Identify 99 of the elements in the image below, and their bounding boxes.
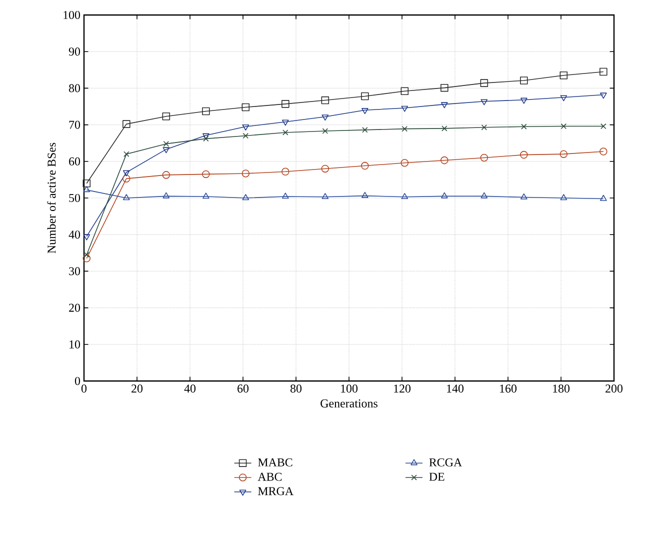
point xyxy=(163,140,170,147)
legend-label: ABC xyxy=(258,472,282,481)
legend-label: MRGA xyxy=(258,487,294,496)
x-tick-label: 100 xyxy=(341,384,358,393)
point xyxy=(322,128,328,134)
legend-label: DE xyxy=(429,472,444,481)
point xyxy=(122,174,130,182)
point xyxy=(440,156,448,164)
point xyxy=(202,107,210,116)
point xyxy=(440,84,448,92)
point xyxy=(242,124,250,131)
x-axis-title: Generations xyxy=(320,399,378,408)
point xyxy=(520,193,528,200)
point xyxy=(242,103,250,112)
point xyxy=(520,150,528,159)
point xyxy=(162,112,170,120)
point xyxy=(242,132,249,139)
point xyxy=(400,158,409,167)
legend-label: RCGA xyxy=(429,458,462,466)
point xyxy=(600,68,608,76)
point xyxy=(162,171,170,179)
point xyxy=(600,92,607,99)
point xyxy=(84,252,90,258)
point xyxy=(480,99,488,106)
point xyxy=(560,72,568,80)
point xyxy=(282,100,290,108)
x-tick-label: 160 xyxy=(500,384,517,393)
point xyxy=(361,92,369,100)
point xyxy=(82,179,91,188)
x-tick-label: 20 xyxy=(132,384,143,393)
point xyxy=(362,127,368,133)
point xyxy=(442,126,448,132)
point xyxy=(361,192,368,198)
point xyxy=(560,95,568,102)
point xyxy=(600,194,607,201)
point xyxy=(282,192,289,199)
point xyxy=(600,123,606,130)
x-tick-label: 120 xyxy=(394,384,411,393)
y-tick-label: 10 xyxy=(70,340,80,348)
x-tick-label: 200 xyxy=(606,384,623,393)
point xyxy=(600,148,608,156)
x-tick-label: 80 xyxy=(290,384,302,393)
point xyxy=(440,192,448,198)
point xyxy=(560,194,568,200)
y-tick-label: 40 xyxy=(68,230,80,239)
legend-label: MABC xyxy=(258,458,292,466)
point xyxy=(401,106,408,112)
point xyxy=(560,123,567,130)
point xyxy=(521,124,527,130)
point xyxy=(242,194,250,200)
y-tick-label: 80 xyxy=(68,84,80,92)
y-tick-label: 20 xyxy=(69,304,80,312)
point xyxy=(122,170,130,176)
point xyxy=(402,126,408,132)
x-tick-label: 40 xyxy=(184,384,196,393)
y-tick-label: 50 xyxy=(69,194,80,202)
point xyxy=(361,108,368,114)
y-tick-label: 90 xyxy=(68,48,80,56)
point xyxy=(122,120,130,128)
x-tick-label: 180 xyxy=(553,384,570,393)
point xyxy=(202,192,210,199)
point xyxy=(242,170,250,178)
point xyxy=(83,234,90,240)
point xyxy=(203,136,209,142)
x-tick-label: 60 xyxy=(238,384,249,393)
point xyxy=(520,76,528,84)
point xyxy=(83,186,90,192)
point xyxy=(400,87,409,96)
point xyxy=(322,193,329,200)
point xyxy=(480,154,488,162)
point xyxy=(321,164,330,173)
point xyxy=(282,168,290,176)
point xyxy=(162,192,170,198)
point xyxy=(440,102,448,108)
point xyxy=(82,254,91,262)
point xyxy=(282,130,288,136)
point xyxy=(122,194,130,200)
point xyxy=(321,96,330,104)
point xyxy=(480,192,488,198)
point xyxy=(322,114,329,121)
y-tick-label: 70 xyxy=(69,120,80,129)
point xyxy=(361,162,369,170)
point xyxy=(282,120,289,126)
y-axis-title: Number of active BSes xyxy=(47,142,56,254)
x-tick-label: 0 xyxy=(81,384,87,393)
y-tick-label: 0 xyxy=(74,376,80,386)
point xyxy=(481,124,488,130)
y-tick-label: 100 xyxy=(64,10,80,20)
point xyxy=(520,98,528,104)
y-tick-label: 60 xyxy=(69,157,80,166)
y-tick-label: 30 xyxy=(69,267,80,276)
point xyxy=(480,79,488,87)
x-tick-label: 140 xyxy=(447,384,464,393)
point xyxy=(202,170,210,178)
point xyxy=(162,147,170,154)
point xyxy=(124,151,130,157)
point xyxy=(560,150,568,158)
point xyxy=(202,133,210,140)
point xyxy=(401,193,408,200)
